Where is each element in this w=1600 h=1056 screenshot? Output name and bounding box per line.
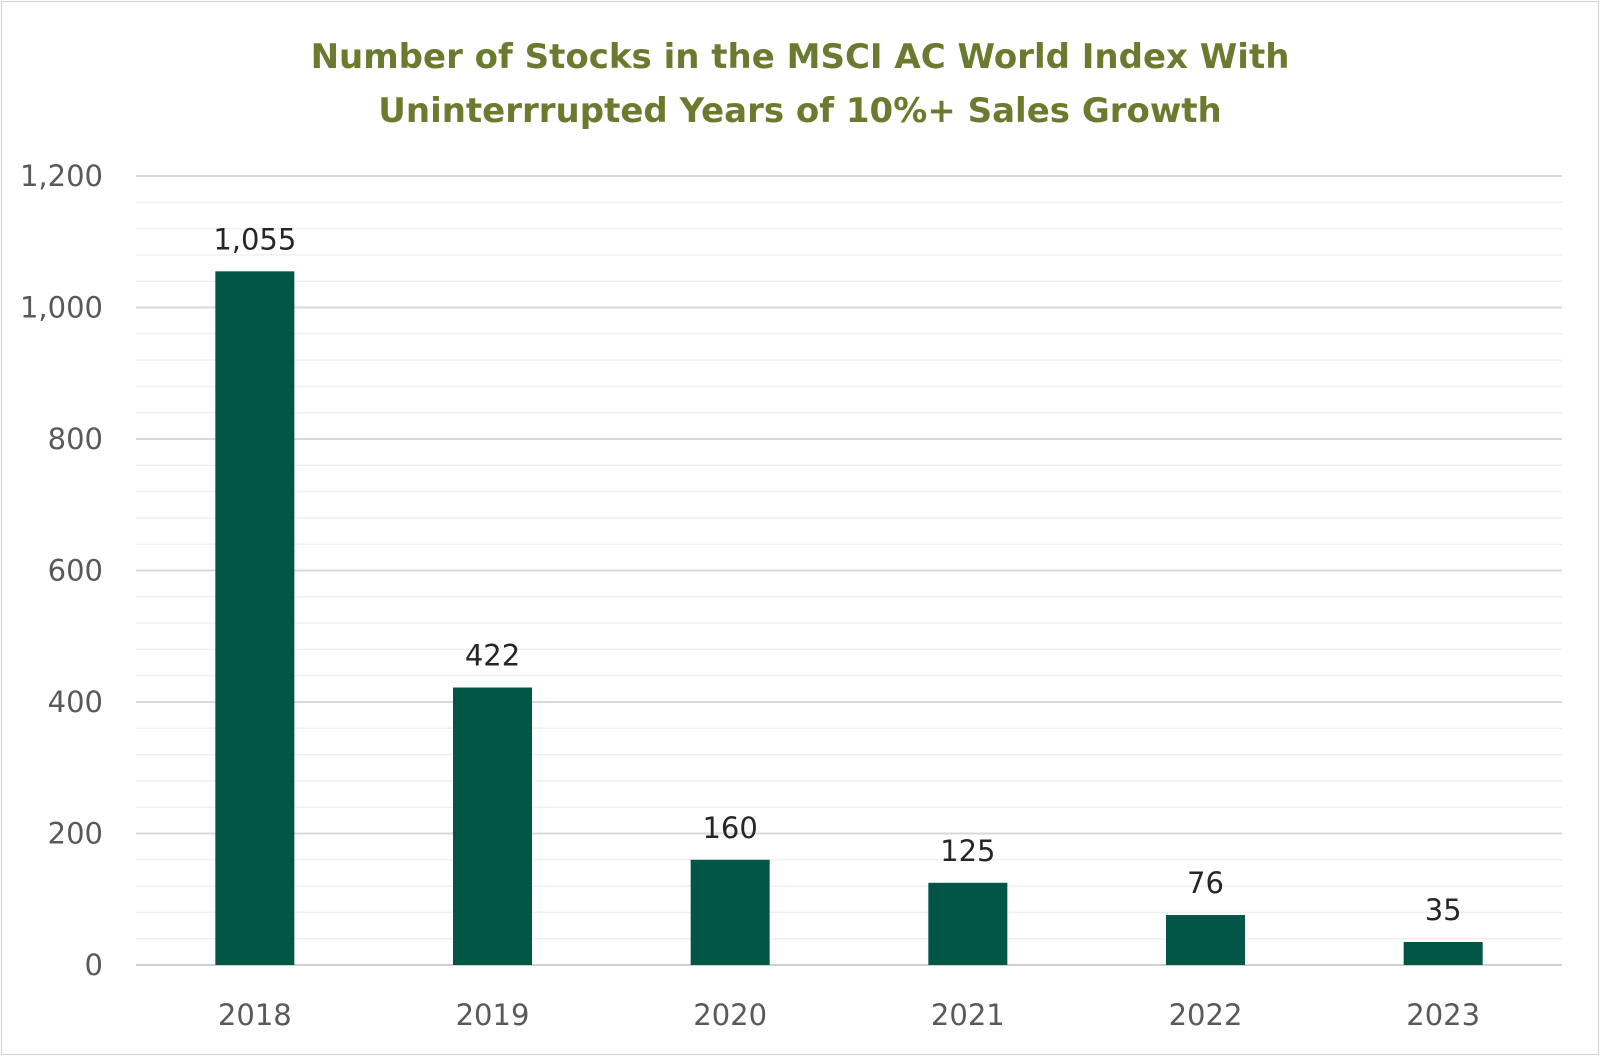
value-labels: 1,055 422 160 125 76 35 [213,222,1461,927]
x-tick-label-2019: 2019 [456,998,530,1032]
value-label-2022: 76 [1187,866,1224,900]
x-tick-label-2018: 2018 [218,998,292,1032]
major-gridlines [136,175,1562,966]
x-tick-label-2023: 2023 [1406,998,1480,1032]
x-tick-label-2020: 2020 [693,998,767,1032]
y-axis-ticks: 0 200 400 600 800 1,000 1,200 [20,159,103,982]
chart-title-line-2: Uninterrrupted Years of 10%+ Sales Growt… [378,91,1222,131]
bar-2020 [690,859,770,965]
y-tick-label: 1,200 [20,159,103,193]
y-tick-label: 0 [85,948,103,982]
minor-gridlines [136,201,1562,940]
y-tick-label: 200 [48,817,103,851]
y-tick-label: 600 [48,554,103,588]
bar-2022 [1166,915,1245,965]
bar-2019 [453,687,532,965]
x-tick-label-2022: 2022 [1169,998,1243,1032]
x-tick-label-2021: 2021 [931,998,1005,1032]
chart-title-line-1: Number of Stocks in the MSCI AC World In… [310,37,1290,77]
value-label-2020: 160 [702,811,757,845]
bar-2018 [215,271,295,965]
bar-2023 [1403,941,1483,965]
y-tick-label: 800 [48,422,103,456]
y-tick-label: 400 [48,685,103,719]
value-label-2018: 1,055 [213,222,296,256]
bars [215,271,1483,965]
bar-2021 [928,882,1008,965]
value-label-2023: 35 [1425,893,1462,927]
x-axis-ticks: 2018 2019 2020 2021 2022 2023 [218,998,1480,1032]
value-label-2021: 125 [940,834,995,868]
value-label-2019: 422 [465,639,520,673]
chart-title: Number of Stocks in the MSCI AC World In… [0,30,1600,138]
y-tick-label: 1,000 [20,291,103,325]
